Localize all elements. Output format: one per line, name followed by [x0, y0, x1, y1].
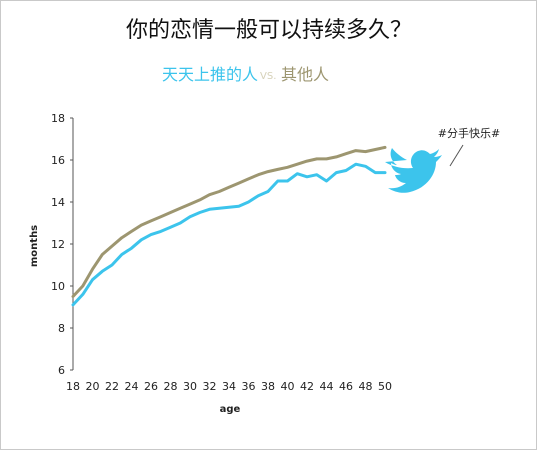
x-tick-label: 28 — [164, 380, 178, 393]
x-axis-title: age — [220, 404, 241, 415]
axes: 6 8 10 12 14 16 18 18 20 22 24 26 28 30 32 34 36 38 40 42 44… — [51, 112, 392, 393]
x-tick-label: 44 — [320, 380, 334, 393]
x-tick-label: 18 — [66, 380, 80, 393]
x-tick-label: 34 — [222, 380, 236, 393]
x-tick-label: 38 — [261, 380, 275, 393]
x-tick-label: 24 — [125, 380, 139, 393]
y-axis-title: months — [29, 225, 40, 267]
y-tick-label: 6 — [58, 364, 65, 377]
x-tick-label: 20 — [86, 380, 100, 393]
x-tick-label: 48 — [359, 380, 373, 393]
y-tick-label: 14 — [51, 196, 65, 209]
legend-separator: VS. — [260, 71, 276, 82]
x-tick-label: 42 — [300, 380, 314, 393]
x-tick-label: 22 — [105, 380, 119, 393]
y-tick-label: 16 — [51, 154, 65, 167]
chart-title: 你的恋情一般可以持续多久？ — [126, 18, 412, 43]
legend: 天天上推的人 VS. 其他人 — [162, 65, 329, 84]
x-tick-label: 46 — [339, 380, 353, 393]
x-tick-label: 26 — [144, 380, 158, 393]
series-line-2 — [71, 145, 387, 298]
x-tick-label: 36 — [242, 380, 256, 393]
legend-label-series-1: 天天上推的人 — [162, 65, 258, 84]
y-tick-label: 18 — [51, 112, 65, 125]
series-line-1 — [71, 162, 387, 307]
x-tick-label: 40 — [281, 380, 295, 393]
y-tick-label: 10 — [51, 280, 65, 293]
x-tick-label: 32 — [203, 380, 217, 393]
y-tick-label: 12 — [51, 238, 65, 251]
annotation: #分手快乐# — [385, 126, 500, 193]
series-layer — [71, 145, 387, 307]
annotation-pointer — [449, 144, 464, 167]
legend-label-series-2: 其他人 — [281, 65, 329, 84]
twitter-bird-icon — [385, 148, 442, 193]
x-tick-label: 30 — [183, 380, 197, 393]
y-tick-label: 8 — [58, 322, 65, 335]
x-tick-label: 50 — [378, 380, 392, 393]
annotation-text: #分手快乐# — [438, 126, 500, 140]
